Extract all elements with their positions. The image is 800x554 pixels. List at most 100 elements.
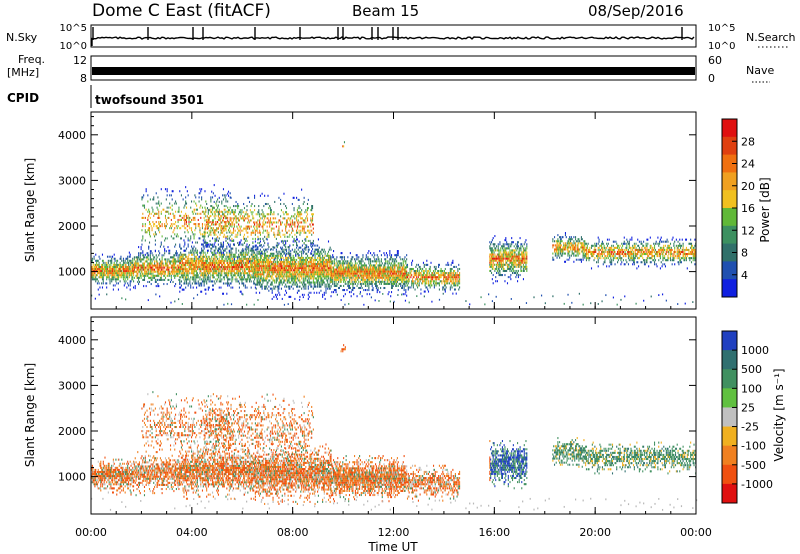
- echo-cell: [506, 257, 509, 260]
- echo-cell: [205, 253, 207, 256]
- echo-cell: [281, 265, 283, 268]
- echo-cell: [417, 263, 419, 266]
- echo-cell: [400, 282, 402, 285]
- echo-cell: [100, 265, 102, 269]
- echo-cell: [301, 265, 303, 268]
- echo-cell: [454, 274, 456, 277]
- echo-cell: [238, 261, 240, 264]
- echo-cell: [379, 262, 381, 265]
- echo-cell: [304, 273, 306, 276]
- echo-cell: [252, 245, 254, 248]
- echo-cell: [514, 255, 516, 258]
- echo-cell: [217, 270, 219, 273]
- echo-cell: [301, 254, 303, 257]
- echo-cell: [173, 254, 175, 257]
- echo-cell: [261, 273, 263, 276]
- echo-cell: [517, 243, 519, 246]
- echo-cell: [317, 267, 319, 270]
- echo-cell: [509, 265, 511, 268]
- echo-cell: [440, 267, 442, 271]
- echo-cell: [310, 271, 312, 274]
- echo-cell: [438, 263, 440, 266]
- echo-cell: [124, 263, 126, 266]
- echo-cell: [219, 280, 221, 283]
- echo-cell: [142, 268, 144, 271]
- echo-cell: [236, 266, 238, 269]
- echo-cell: [113, 272, 115, 275]
- echo-cell: [426, 274, 428, 277]
- echo-cell: [224, 259, 226, 262]
- echo-cell: [111, 272, 113, 275]
- echo-cell: [396, 254, 398, 257]
- echo-cell: [99, 257, 101, 260]
- echo-cell: [131, 272, 133, 275]
- echo-cell: [270, 281, 272, 284]
- echo-cell: [205, 263, 207, 267]
- echo-cell: [261, 287, 263, 290]
- echo-cell: [246, 272, 248, 275]
- echo-cell: [387, 272, 389, 275]
- echo-cell: [160, 272, 162, 275]
- echo-cell: [143, 268, 145, 271]
- echo-cell: [235, 266, 237, 269]
- echo-cell: [238, 257, 240, 260]
- echo-cell: [300, 260, 302, 264]
- echo-cell: [504, 263, 506, 266]
- echo-cell: [397, 250, 399, 253]
- echo-cell: [496, 257, 498, 260]
- echo-cell: [336, 260, 338, 263]
- echo-cell: [339, 284, 341, 287]
- echo-cell: [346, 289, 348, 292]
- echo-cell: [499, 269, 501, 272]
- echo-cell: [296, 275, 298, 278]
- echo-cell: [334, 284, 336, 287]
- echo-cell: [171, 268, 173, 271]
- echo-cell: [455, 278, 457, 281]
- echo-cell: [340, 270, 342, 273]
- echo-cell: [338, 260, 340, 263]
- echo-cell: [399, 274, 401, 277]
- echo-cell: [241, 272, 243, 275]
- echo-cell: [117, 270, 119, 273]
- echo-cell: [362, 260, 364, 263]
- echo-cell: [167, 264, 169, 267]
- echo-cell: [254, 276, 256, 279]
- echo-cell: [323, 263, 325, 266]
- echo-cell: [294, 263, 296, 266]
- echo-cell: [131, 270, 133, 273]
- echo-cell: [329, 277, 331, 280]
- echo-cell: [192, 263, 194, 267]
- echo-cell: [351, 276, 353, 279]
- echo-cell: [133, 268, 135, 271]
- echo-cell: [512, 265, 514, 268]
- echo-cell: [405, 268, 407, 271]
- echo-cell: [207, 243, 209, 246]
- echo-cell: [359, 268, 361, 271]
- echo-cell: [143, 256, 145, 259]
- echo-cell: [96, 263, 98, 266]
- echo-cell: [193, 268, 195, 271]
- echo-cell: [422, 282, 424, 285]
- echo-cell: [514, 253, 516, 256]
- echo-cell: [324, 277, 326, 280]
- date-title: 08/Sep/2016: [588, 2, 684, 20]
- echo-cell: [212, 268, 214, 271]
- echo-cell: [195, 255, 197, 258]
- echo-cell: [182, 263, 184, 267]
- echo-cell: [187, 284, 189, 287]
- echo-cell: [309, 256, 311, 259]
- echo-cell: [264, 277, 267, 280]
- echo-cell: [245, 272, 247, 275]
- echo-cell: [404, 282, 406, 285]
- echo-cell: [227, 259, 229, 262]
- echo-cell: [148, 272, 151, 275]
- echo-cell: [422, 276, 425, 279]
- echo-cell: [214, 253, 216, 256]
- echo-cell: [305, 260, 307, 264]
- echo-cell: [209, 263, 211, 267]
- echo-cell: [421, 282, 423, 285]
- echo-cell: [106, 276, 108, 279]
- echo-cell: [211, 263, 213, 267]
- echo-cell: [233, 263, 235, 267]
- echo-cell: [152, 266, 154, 269]
